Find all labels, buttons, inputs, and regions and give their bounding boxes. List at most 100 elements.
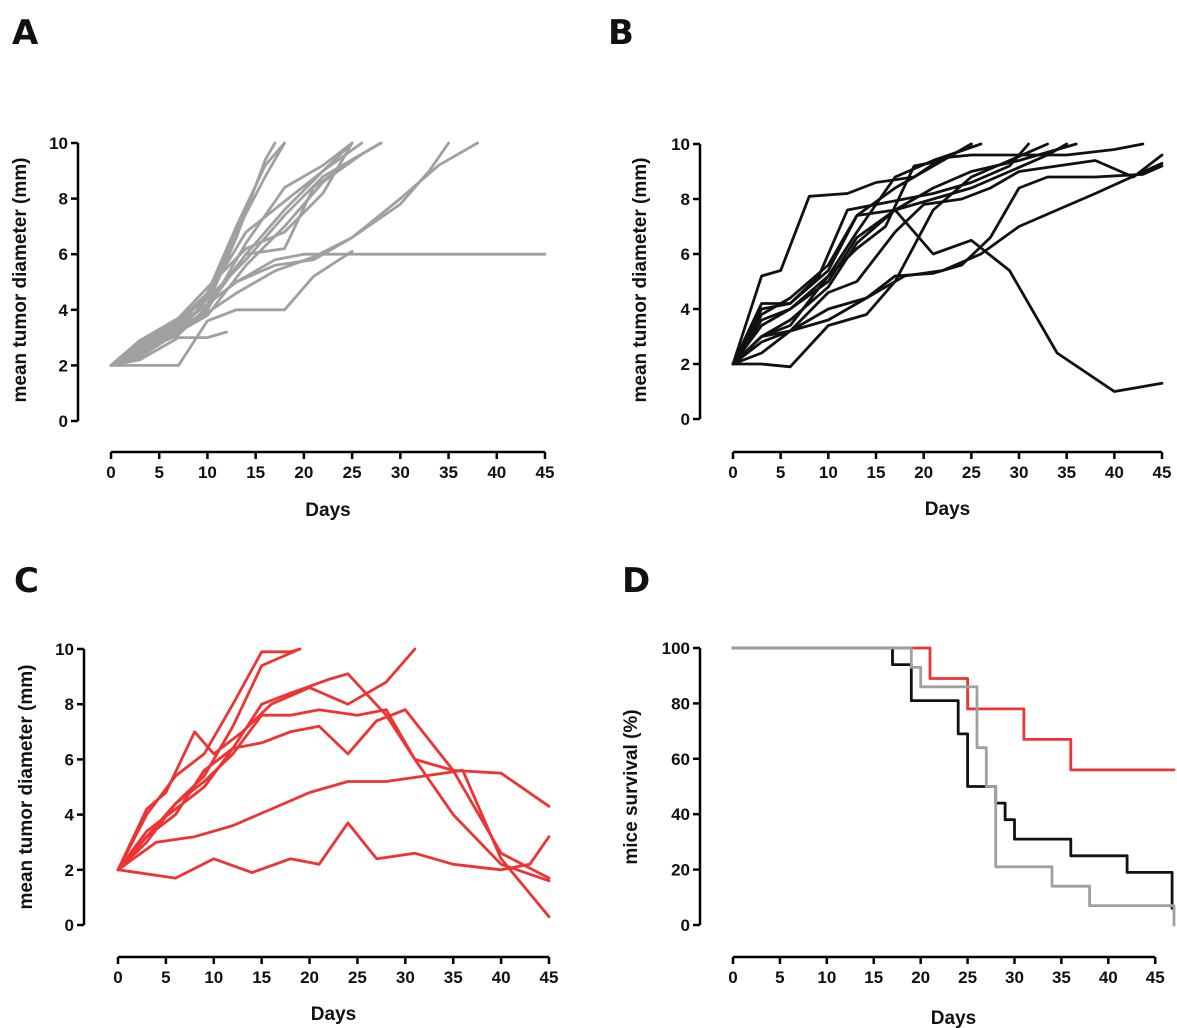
y-tick-label: 4 <box>681 300 691 319</box>
x-tick-label: 25 <box>958 968 977 987</box>
y-tick-label: 4 <box>65 806 75 825</box>
panel-d-chart: 0 20 40 60 80 100 0 5 10 15 20 25 30 35 40 45 Days mice s… <box>621 639 1176 1028</box>
x-tick-label: 40 <box>487 463 506 482</box>
y-tick-label: 80 <box>671 694 690 713</box>
panel-letter-d: D <box>622 561 650 601</box>
y-axis-title: mice survival (%) <box>621 709 642 864</box>
x-axis-title: Days <box>925 499 970 520</box>
x-tick-label: 25 <box>348 968 367 987</box>
x-tick-label: 30 <box>1010 463 1029 482</box>
y-tick-label: 4 <box>59 301 69 320</box>
x-tick-label: 5 <box>775 968 784 987</box>
panel-a-series-line-13 <box>109 252 547 367</box>
panel-b-series-line-12 <box>731 142 973 366</box>
panel-d-series-line-1 <box>731 646 1176 772</box>
y-tick-label: 6 <box>681 245 690 264</box>
x-tick-label: 5 <box>776 463 785 482</box>
x-tick-label: 10 <box>817 968 836 987</box>
x-tick-label: 15 <box>867 463 886 482</box>
y-tick-label: 0 <box>65 916 74 935</box>
y-axis-title: mean tumor diameter (mm) <box>16 665 37 910</box>
panel-a-series-line-12 <box>109 141 479 367</box>
y-tick-label: 0 <box>59 412 68 431</box>
x-tick-label: 40 <box>1105 463 1124 482</box>
panel-c-series-line-8 <box>116 821 551 880</box>
panel-c-series-line-5 <box>116 708 551 883</box>
x-tick-label: 0 <box>728 968 737 987</box>
panel-b-series-line-7 <box>731 142 1030 366</box>
x-tick-label: 30 <box>391 463 410 482</box>
panel-a-series-line-9 <box>109 141 383 367</box>
panel-d-series-line-3 <box>731 646 1176 927</box>
x-tick-label: 45 <box>540 968 559 987</box>
x-tick-label: 35 <box>439 463 458 482</box>
panel-c-series-line-7 <box>116 769 551 919</box>
panel-b-chart: 0 2 4 6 8 10 0 5 10 15 20 25 30 35 40 45 Days mean tumor … <box>630 135 1171 520</box>
x-tick-label: 35 <box>1057 463 1076 482</box>
x-tick-label: 45 <box>536 463 555 482</box>
panel-c-series-line-6 <box>116 708 551 880</box>
x-tick-label: 0 <box>113 968 122 987</box>
panel-a-chart: 0 2 4 6 8 10 0 5 10 15 20 25 30 35 40 45 Days mean tumor … <box>10 134 554 521</box>
x-axis-title: Days <box>931 1008 976 1028</box>
y-tick-label: 60 <box>671 750 690 769</box>
x-axis-title: Days <box>305 500 350 521</box>
y-tick-label: 6 <box>65 750 74 769</box>
x-tick-label: 25 <box>343 463 362 482</box>
y-axis-title: mean tumor diameter (mm) <box>10 158 31 403</box>
panel-a-series-line-10 <box>109 141 354 367</box>
y-tick-label: 0 <box>681 410 690 429</box>
y-tick-label: 2 <box>65 861 74 880</box>
x-tick-label: 20 <box>300 968 319 987</box>
y-tick-label: 0 <box>681 916 690 935</box>
panel-letter-c: C <box>14 561 39 601</box>
x-tick-label: 30 <box>396 968 415 987</box>
y-tick-label: 8 <box>65 695 74 714</box>
x-tick-label: 40 <box>1099 968 1118 987</box>
x-tick-label: 0 <box>106 463 115 482</box>
y-tick-label: 6 <box>59 245 68 264</box>
x-tick-label: 35 <box>444 968 463 987</box>
y-axis-title: mean tumor diameter (mm) <box>630 158 651 403</box>
panel-letter-a: A <box>12 13 39 53</box>
x-tick-label: 0 <box>728 463 737 482</box>
x-tick-label: 20 <box>911 968 930 987</box>
y-tick-label: 40 <box>671 805 690 824</box>
x-tick-label: 15 <box>252 968 271 987</box>
panel-b-series-line-11 <box>731 142 1049 369</box>
x-tick-label: 10 <box>198 463 217 482</box>
panel-b-series-line-9 <box>731 161 1164 366</box>
y-tick-label: 8 <box>681 190 690 209</box>
panel-b-series-line-6 <box>731 208 1164 393</box>
x-axis-title: Days <box>311 1004 356 1025</box>
x-tick-label: 40 <box>492 968 511 987</box>
panel-c-series-line-3 <box>116 647 417 872</box>
y-tick-label: 2 <box>681 355 690 374</box>
panel-a-series-line-14 <box>109 249 354 367</box>
panel-a-series-line-11 <box>109 141 451 367</box>
y-tick-label: 20 <box>671 861 690 880</box>
x-tick-label: 45 <box>1146 968 1165 987</box>
x-tick-label: 25 <box>962 463 981 482</box>
panel-a-series-line-15 <box>109 330 229 367</box>
x-tick-label: 10 <box>819 463 838 482</box>
panel-c-series-line-1 <box>116 647 302 872</box>
x-tick-label: 15 <box>864 968 883 987</box>
y-tick-label: 10 <box>49 134 68 153</box>
x-tick-label: 5 <box>154 463 163 482</box>
x-tick-label: 30 <box>1005 968 1024 987</box>
panel-b-series-line-8 <box>731 153 1164 366</box>
x-tick-label: 45 <box>1153 463 1172 482</box>
y-tick-label: 8 <box>59 190 68 209</box>
x-tick-label: 15 <box>246 463 265 482</box>
x-tick-label: 5 <box>161 968 170 987</box>
panel-c-series-line-4 <box>116 672 551 872</box>
y-tick-label: 2 <box>59 356 68 375</box>
y-tick-label: 10 <box>671 135 690 154</box>
panel-b-series-line-10 <box>731 164 1164 366</box>
panel-c-chart: 0 2 4 6 8 10 0 5 10 15 20 25 30 35 40 45 Days mean tumor … <box>16 640 558 1025</box>
x-tick-label: 10 <box>204 968 223 987</box>
y-tick-label: 100 <box>662 639 690 658</box>
x-tick-label: 35 <box>1052 968 1071 987</box>
